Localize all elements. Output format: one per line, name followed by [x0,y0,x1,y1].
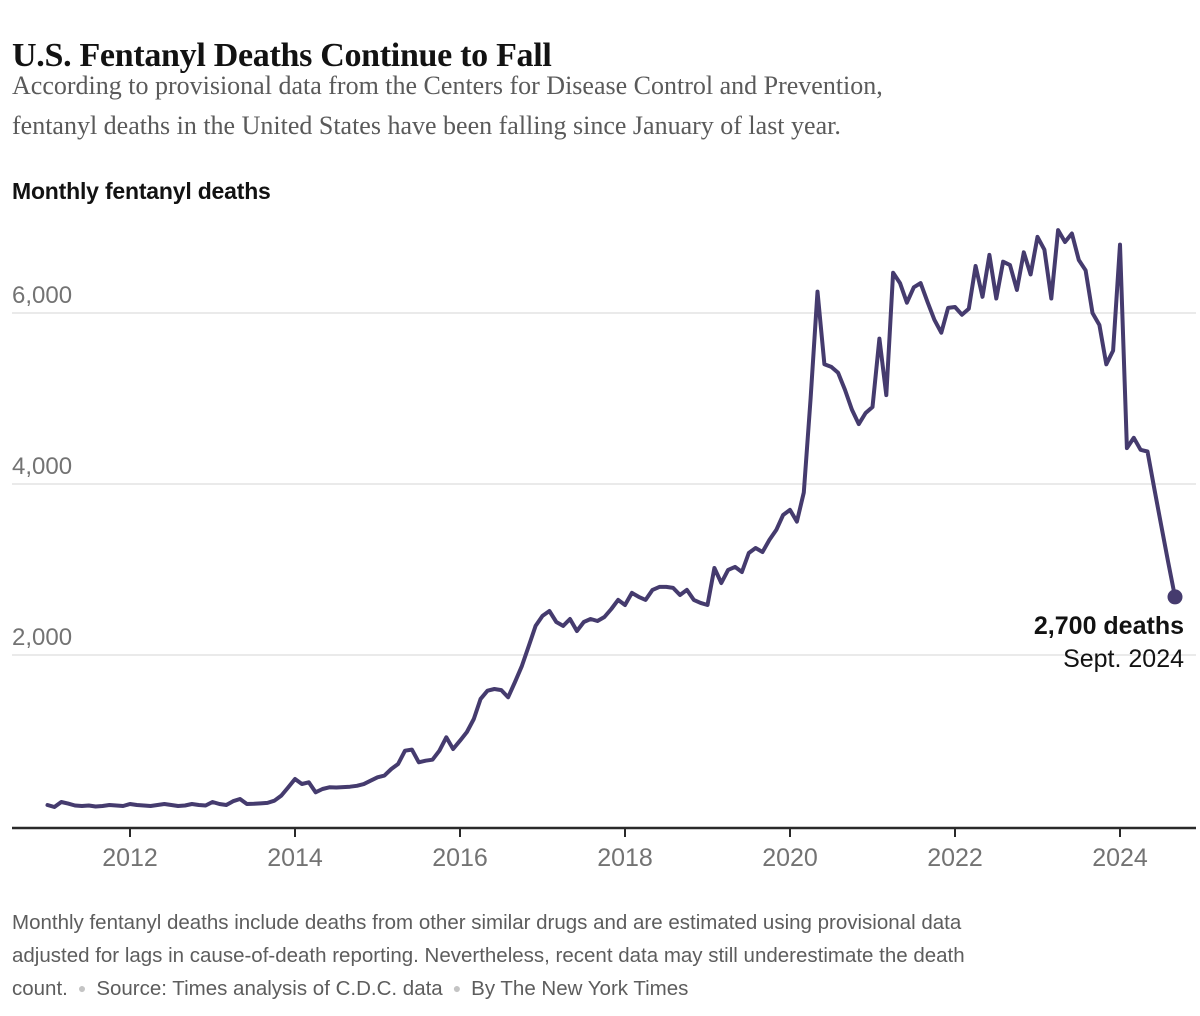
x-axis-label: 2016 [432,844,488,872]
footnote-count-text: count. [12,977,68,1000]
page-title: U.S. Fentanyl Deaths Continue to Fall [12,36,552,74]
footnote-line-1: Monthly fentanyl deaths include deaths f… [12,911,962,934]
source-credit: Source: Times analysis of C.D.C. data [96,977,443,1000]
y-axis-label: 6,000 [12,282,73,309]
y-axis-label: 4,000 [12,453,73,480]
x-axis-label: 2014 [267,844,323,872]
latest-point-annotation: 2,700 deaths Sept. 2024 [1034,610,1184,676]
x-axis-label: 2022 [927,844,983,872]
y-axis-label: 2,000 [12,624,73,651]
chart-area: 2,700 deaths Sept. 2024 2,000 4,000 6,000 2… [0,210,1200,910]
x-axis-label: 2024 [1092,844,1148,872]
page-subtitle: According to provisional data from the C… [12,66,1182,146]
x-axis-label: 2012 [102,844,158,872]
byline-credit: By The New York Times [471,977,689,1000]
chart-kicker: Monthly fentanyl deaths [12,178,271,204]
footnote-line-2: adjusted for lags in cause-of-death repo… [12,944,965,967]
x-axis-label: 2020 [762,844,818,872]
subtitle-line-2: fentanyl deaths in the United States hav… [12,111,841,140]
x-axis-label: 2018 [597,844,653,872]
bullet-separator-icon: ● [77,980,87,996]
fentanyl-deaths-line [45,228,1177,809]
bullet-separator-icon: ● [452,980,462,996]
annotation-date-label: Sept. 2024 [1063,645,1184,673]
chart-svg [12,228,1196,837]
latest-data-point [1167,589,1183,605]
footnote-line-3: count. ● Source: Times analysis of C.D.C. … [12,972,1192,1005]
annotation-value-label: 2,700 deaths [1033,612,1184,640]
chart-footnote: Monthly fentanyl deaths include deaths f… [12,906,1192,1005]
subtitle-line-1: According to provisional data from the C… [12,71,883,100]
